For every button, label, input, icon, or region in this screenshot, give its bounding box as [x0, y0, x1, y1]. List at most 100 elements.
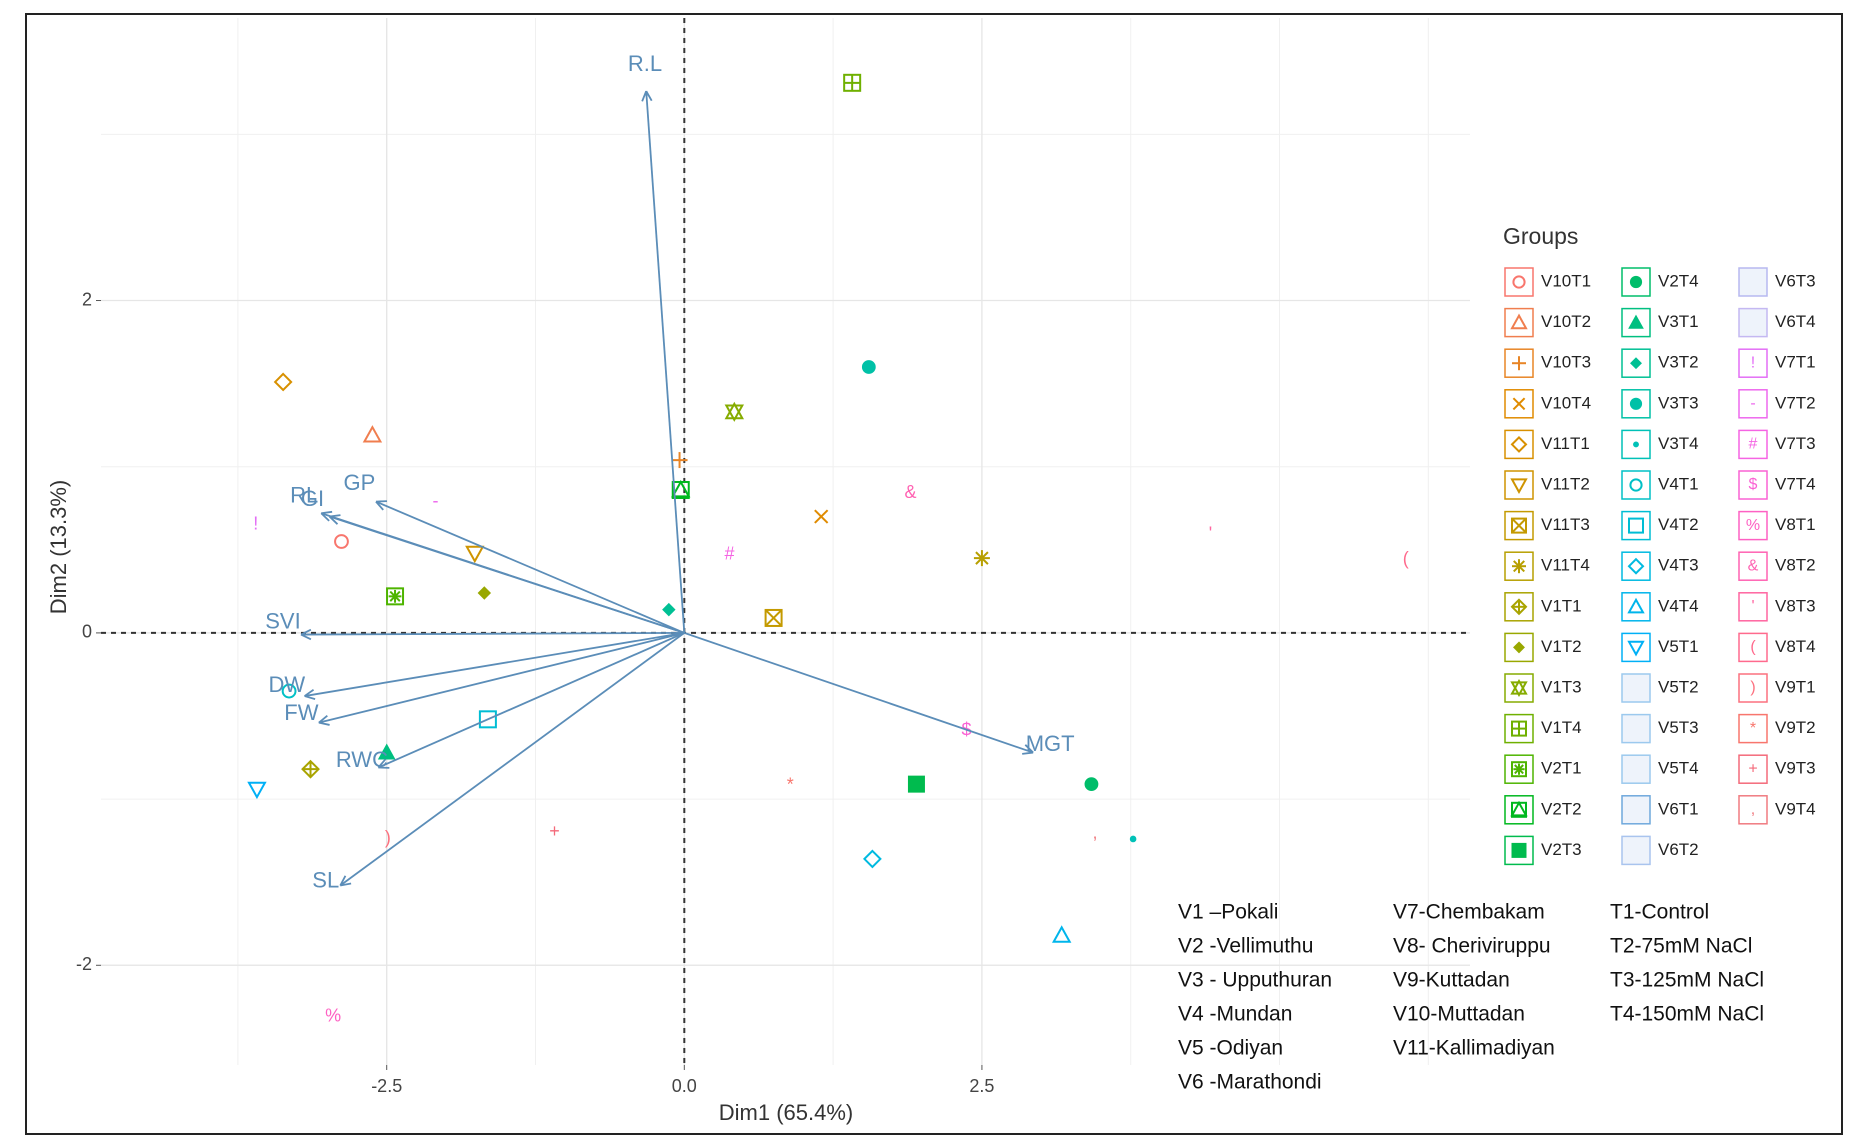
legend-label: V11T1	[1541, 434, 1590, 453]
point	[861, 360, 876, 374]
legend-label: V9T2	[1775, 718, 1816, 737]
legend-symbol	[1510, 598, 1528, 616]
marker-shape	[671, 479, 691, 498]
legend-label: V11T2	[1541, 474, 1590, 493]
legend-label: V9T1	[1775, 677, 1816, 696]
marker-shape	[1629, 397, 1643, 410]
key-text: T3-125mM NaCl	[1610, 969, 1764, 992]
marker-shape	[814, 509, 829, 524]
legend-symbol	[1629, 397, 1643, 410]
loading-arrow	[378, 632, 685, 769]
marker-shape	[1511, 517, 1527, 534]
legend-label: V1T2	[1541, 637, 1582, 656]
legend-key	[1504, 307, 1534, 338]
legend-label: V7T3	[1775, 434, 1816, 453]
marker-shape	[386, 587, 405, 606]
legend-key	[1504, 795, 1534, 825]
arrow-head	[304, 695, 316, 701]
marker-shape	[1510, 681, 1528, 698]
arrow-head	[321, 510, 333, 515]
legend-label: V11T4	[1541, 556, 1590, 575]
key-text: V8- Cheriviruppu	[1393, 935, 1551, 958]
marker-shape	[1630, 357, 1642, 370]
point	[273, 372, 293, 392]
legend-key	[1621, 551, 1651, 581]
legend-glyph: -	[1750, 395, 1755, 412]
marker-shape	[273, 372, 293, 392]
marker-shape	[764, 609, 783, 627]
key-text: V4 -Mundan	[1178, 1003, 1292, 1026]
point	[973, 550, 990, 567]
legend-label: V5T2	[1658, 677, 1699, 696]
arrow-head	[1022, 751, 1034, 755]
point-glyph: #	[725, 544, 735, 564]
legend-symbol	[1511, 720, 1527, 737]
legend-glyph: +	[1748, 760, 1757, 777]
loading-arrow	[300, 632, 685, 636]
loading-label: SL	[312, 868, 339, 893]
marker-shape	[1633, 441, 1639, 448]
loading-label: SVI	[265, 608, 300, 633]
legend-label: V7T4	[1775, 474, 1816, 493]
legend-label: V10T2	[1541, 312, 1591, 331]
legend-label: V2T2	[1541, 799, 1582, 818]
point	[362, 425, 383, 443]
legend-label: V8T1	[1775, 515, 1816, 534]
marker-shape	[1513, 560, 1525, 573]
legend-key	[1621, 713, 1651, 744]
legend-symbol	[1512, 275, 1526, 289]
marker-shape	[281, 683, 297, 699]
legend-key	[1621, 795, 1651, 825]
legend-key	[1738, 754, 1768, 784]
point	[334, 534, 349, 549]
legend-key	[1504, 632, 1534, 663]
legend-glyph: $	[1749, 476, 1758, 493]
legend-key	[1621, 754, 1651, 784]
legend-label: V8T2	[1775, 556, 1816, 575]
arrow-head	[318, 721, 330, 726]
loading-label: GI	[301, 486, 324, 511]
marker-shape	[662, 602, 676, 617]
loading-arrow	[318, 632, 685, 724]
marker-shape	[861, 360, 876, 374]
marker-shape	[1051, 925, 1072, 943]
arrow-head	[320, 512, 330, 522]
legend-symbol	[1511, 517, 1527, 534]
point	[1129, 835, 1137, 843]
loading-label: MGT	[1026, 731, 1075, 756]
point	[662, 602, 676, 617]
legend-symbol	[1633, 441, 1639, 448]
arrow-head	[300, 633, 312, 641]
key-text: V2 -Vellimuthu	[1178, 935, 1313, 958]
legend-key	[1621, 673, 1651, 703]
marker-shape	[1512, 397, 1526, 411]
arrow-head	[375, 501, 384, 511]
arrow-head	[645, 90, 653, 102]
point	[764, 608, 783, 627]
legend-label: V3T4	[1658, 434, 1699, 453]
legend-glyph: '	[1751, 598, 1754, 615]
point	[477, 586, 492, 600]
legend-label: V3T1	[1658, 312, 1699, 331]
point-glyph: -	[433, 490, 439, 510]
legend-key	[1738, 307, 1768, 338]
key-text: V11-Kallimadiyan	[1393, 1037, 1555, 1060]
legend-key	[1621, 835, 1651, 866]
arrow-head	[318, 714, 328, 724]
loading-arrow	[339, 632, 685, 887]
legend-symbol	[1512, 559, 1526, 574]
legend-glyph: ,	[1751, 801, 1755, 818]
key-text: V7-Chembakam	[1393, 901, 1545, 924]
arrow-head	[641, 90, 648, 102]
legend-key	[1504, 429, 1534, 460]
arrow-head	[375, 500, 388, 503]
loading-label: RWC	[336, 747, 388, 772]
marker-shape	[1629, 478, 1643, 492]
legend-symbol	[1630, 357, 1642, 370]
marker-shape	[1512, 275, 1526, 289]
legend-title: Groups	[1503, 223, 1578, 249]
marker-shape	[1511, 761, 1527, 778]
marker-shape	[1627, 597, 1645, 614]
legend-label: V7T1	[1775, 353, 1816, 372]
